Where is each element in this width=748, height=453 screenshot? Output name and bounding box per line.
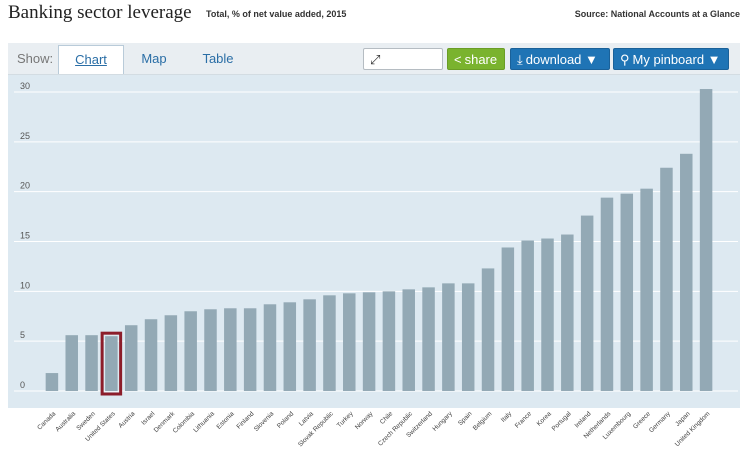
bar: [402, 289, 415, 391]
bar: [204, 309, 217, 391]
x-tick-label: France: [514, 410, 534, 430]
x-tick-label: Czech Republic: [377, 410, 415, 448]
x-tick-label: Slovenia: [253, 410, 276, 433]
download-label: download ▼: [525, 52, 598, 67]
bar: [620, 193, 634, 391]
x-tick-label: Poland: [276, 410, 296, 430]
x-tick-label: Israel: [140, 410, 157, 427]
chart-subtitle: Total, % of net value added, 2015: [206, 9, 347, 19]
bar: [105, 336, 118, 391]
x-tick-label: Germany: [648, 410, 672, 434]
download-icon: ⤓: [517, 52, 523, 67]
y-tick-label: 20: [20, 181, 30, 191]
tab-table[interactable]: Table: [202, 51, 234, 66]
x-tick-label: Italy: [500, 410, 514, 424]
bar: [422, 287, 435, 391]
bar: [699, 89, 713, 391]
x-tick-label: Portugal: [551, 410, 573, 432]
x-tick-label: Slovak Republic: [297, 410, 335, 448]
highlight-frame: [100, 331, 123, 396]
bar: [640, 188, 653, 391]
y-tick-label: 5: [20, 330, 25, 340]
x-tick-label: Lithuania: [192, 410, 216, 434]
x-tick-label: Hungary: [431, 410, 454, 433]
bar: [461, 283, 475, 391]
x-tick-label: Chile: [379, 410, 395, 426]
bar: [541, 238, 554, 391]
source-note: Source: National Accounts at a Glance: [574, 9, 740, 19]
show-label: Show:: [17, 51, 54, 66]
bar: [45, 373, 59, 391]
share-icon: <: [454, 52, 462, 67]
bar: [224, 308, 237, 391]
y-tick-label: 30: [20, 81, 30, 91]
y-tick-label: 0: [20, 380, 25, 390]
pin-icon: ⚲: [620, 52, 630, 67]
x-tick-label: Korea: [536, 410, 553, 427]
bar: [65, 335, 78, 391]
bar: [442, 283, 455, 391]
x-tick-label: Turkey: [336, 410, 355, 429]
x-tick-label: Norway: [354, 410, 375, 431]
y-tick-label: 15: [20, 231, 30, 241]
bar: [343, 293, 356, 391]
y-tick-label: 25: [20, 131, 30, 141]
bar: [303, 299, 316, 391]
bar: [124, 325, 138, 391]
y-tick-label: 10: [20, 280, 30, 290]
bar: [501, 247, 515, 391]
bar: [164, 315, 178, 391]
bar: [85, 335, 98, 391]
share-label: share: [464, 52, 498, 67]
bar: [283, 302, 297, 391]
x-tick-label: Belgium: [472, 410, 494, 432]
share-button[interactable]: < share: [447, 48, 505, 70]
tab-map[interactable]: Map: [141, 51, 167, 66]
bar: [521, 240, 534, 391]
pinboard-button[interactable]: ⚲ My pinboard ▼: [613, 48, 729, 70]
tab-chart[interactable]: Chart: [58, 45, 124, 74]
x-tick-label: Austria: [117, 410, 137, 430]
x-tick-label: Australia: [54, 410, 77, 433]
x-tick-label: Latvia: [298, 410, 315, 427]
bar: [362, 292, 376, 391]
bar: [481, 268, 495, 391]
bar: [382, 291, 396, 391]
bar: [580, 215, 594, 391]
pinboard-label: My pinboard ▼: [632, 52, 721, 67]
bar: [184, 311, 197, 391]
download-button[interactable]: ⤓ download ▼: [510, 48, 610, 70]
bar: [243, 308, 257, 391]
fullscreen-icon: ⤢: [370, 52, 381, 67]
header: Banking sector leverage Total, % of net …: [8, 2, 740, 28]
chart-title: Banking sector leverage: [8, 2, 192, 23]
x-tick-label: Spain: [457, 410, 474, 427]
bar: [144, 319, 158, 391]
bar: [323, 295, 336, 391]
x-tick-label: Colombia: [172, 410, 197, 435]
bar: [561, 234, 574, 391]
bar: [600, 197, 614, 391]
x-tick-label: Estonia: [215, 410, 236, 431]
bar: [660, 167, 673, 391]
x-tick-label: Japan: [674, 410, 692, 428]
bar: [263, 304, 277, 391]
toolbar: Show: Chart Map Table ⤢fullscreen <share…: [8, 43, 740, 89]
bar: [680, 153, 693, 391]
x-tick-label: United Kingdom: [674, 410, 712, 448]
